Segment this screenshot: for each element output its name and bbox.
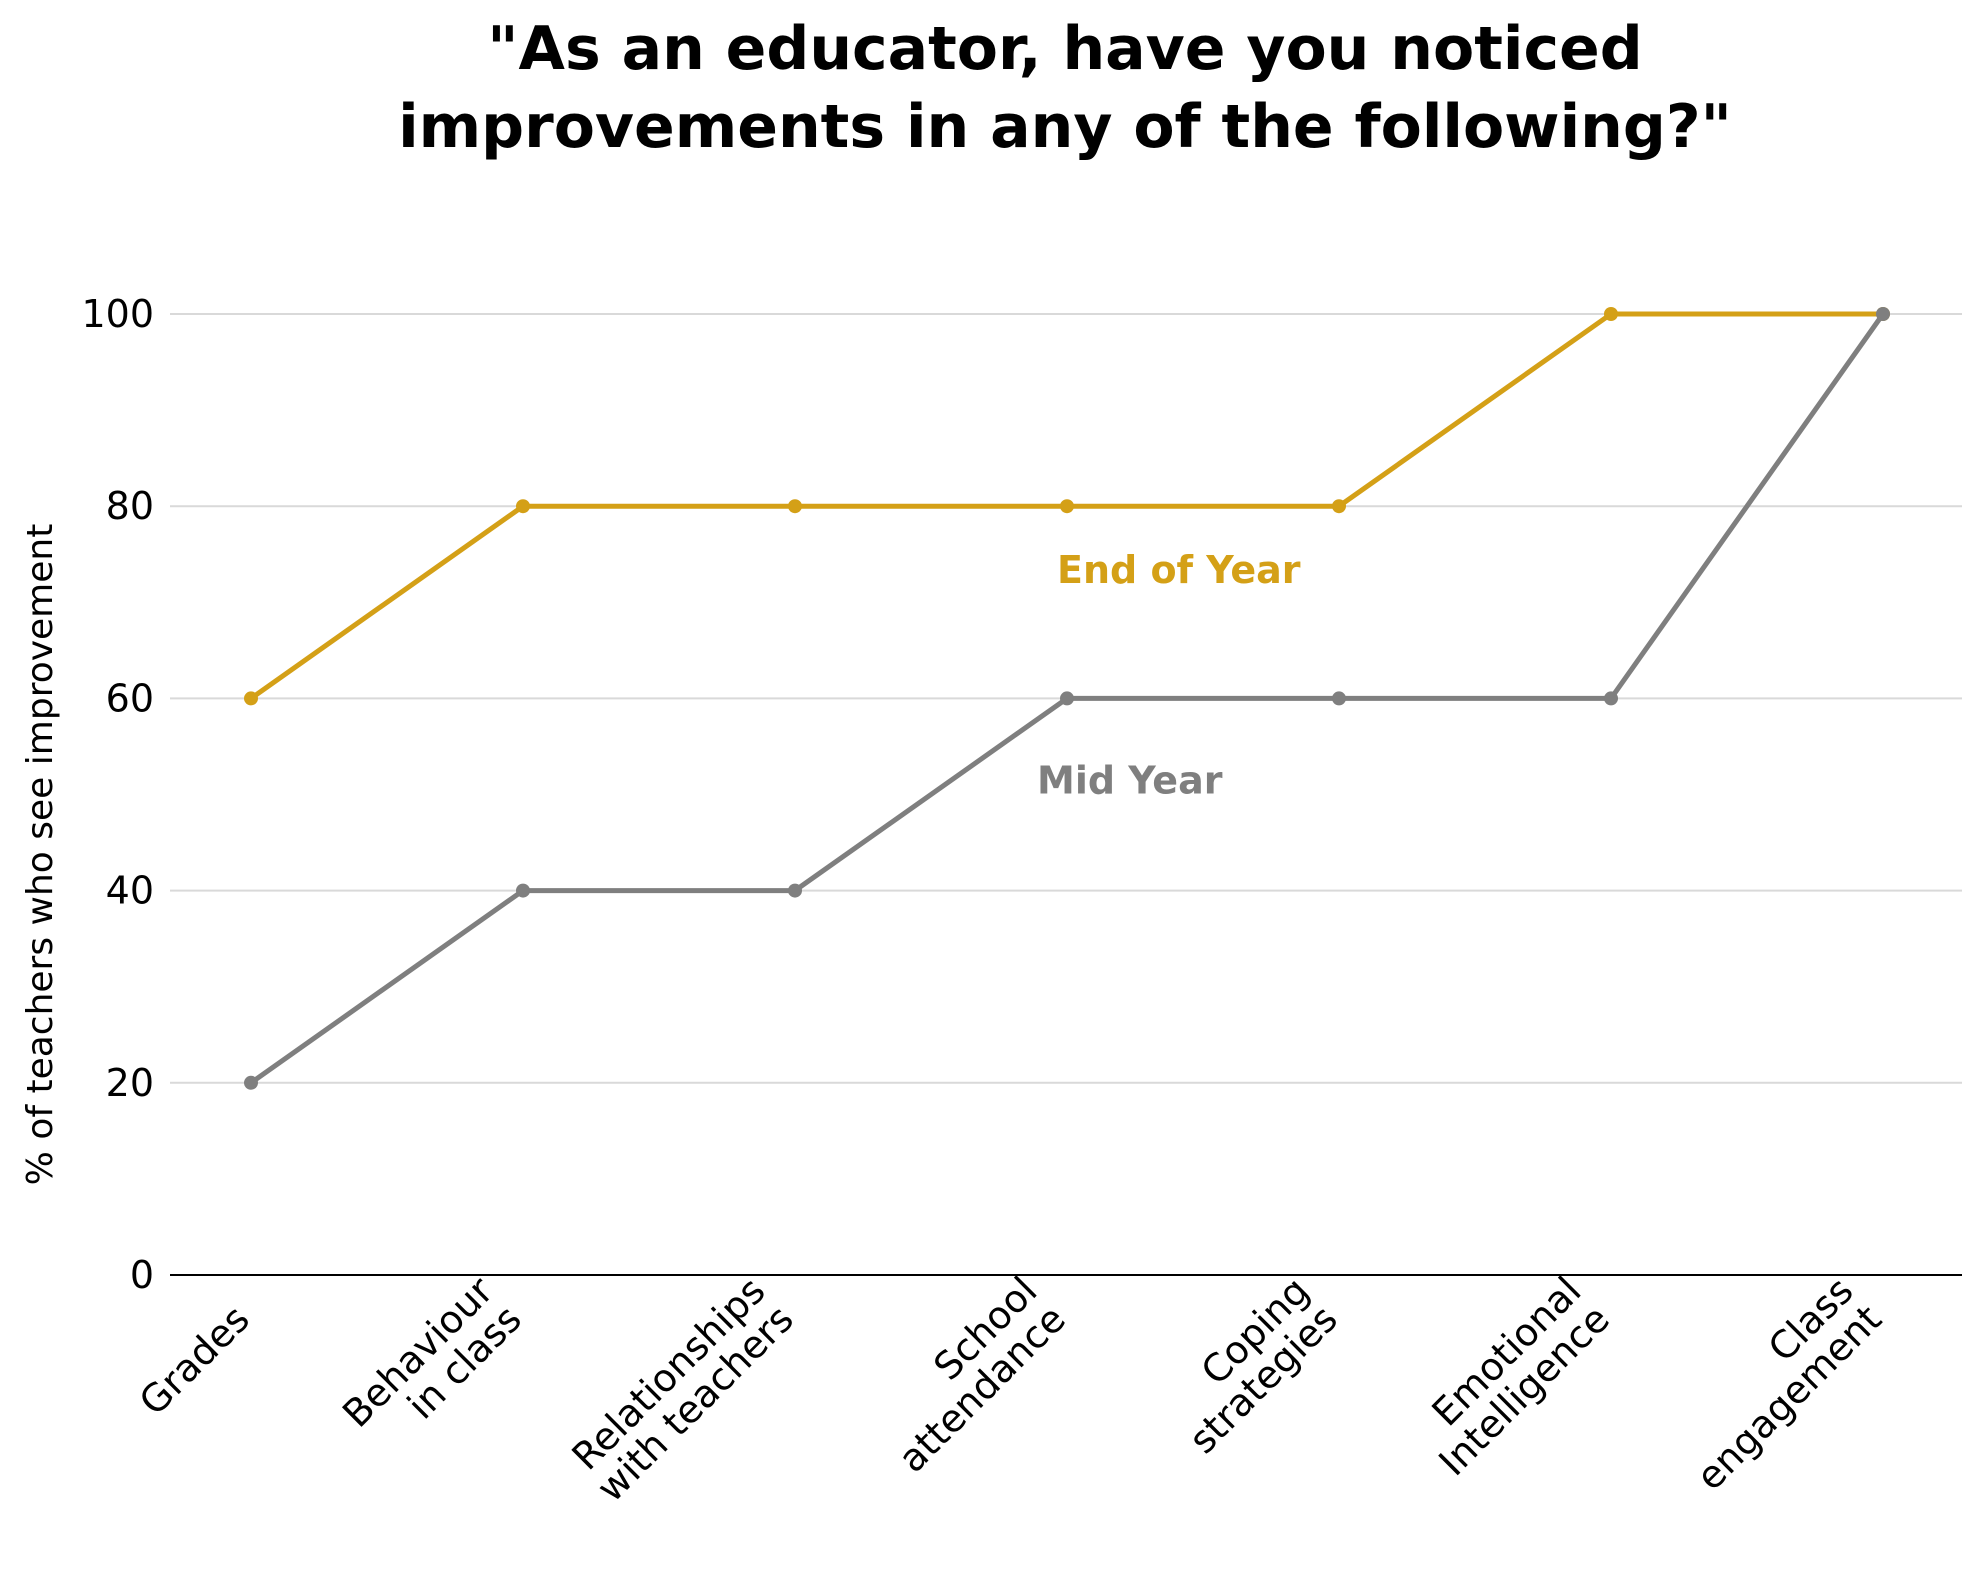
y-tick-label-20: 20: [106, 1061, 154, 1105]
series-0-point-3: [1060, 499, 1074, 514]
series-1-point-6: [1876, 307, 1890, 321]
y-tick-label-60: 60: [106, 676, 154, 720]
series-0-point-5: [1604, 307, 1618, 321]
y-tick-label-100: 100: [81, 292, 154, 336]
axes: 0 20 40 60 80 100 % of teachers who see improv…: [20, 292, 1962, 1510]
series-1-point-2: [788, 883, 802, 898]
series-1-point-5: [1604, 691, 1618, 706]
series-1-point-1: [516, 883, 530, 898]
series-0-point-2: [788, 499, 802, 514]
chart-title-line-2: improvements in any of the following?": [398, 92, 1732, 162]
series-1-point-0: [244, 1075, 258, 1090]
series-1-point-4: [1332, 691, 1346, 706]
series-1-point-3: [1060, 691, 1074, 706]
chart-title: "As an educator, have you noticed improv…: [0, 10, 1979, 166]
labels: End of Year Mid Year: [1037, 548, 1301, 802]
series-lines: [244, 307, 1890, 1090]
series-0-point-1: [516, 499, 530, 514]
y-tick-label-0: 0: [130, 1253, 154, 1297]
x-tick-label-0: Grades: [131, 1297, 258, 1424]
series-0-point-4: [1332, 499, 1346, 514]
y-tick-label-80: 80: [106, 484, 154, 528]
chart-title-line-1: "As an educator, have you noticed: [487, 14, 1643, 84]
y-axis-label: % of teachers who see improvement: [20, 524, 61, 1186]
x-tick-label-0-line-0: Grades: [131, 1297, 258, 1424]
series-label-0: End of Year: [1057, 548, 1301, 592]
series-0-point-0: [244, 691, 258, 706]
series-label-1: Mid Year: [1037, 758, 1223, 802]
y-tick-label-40: 40: [106, 869, 154, 913]
